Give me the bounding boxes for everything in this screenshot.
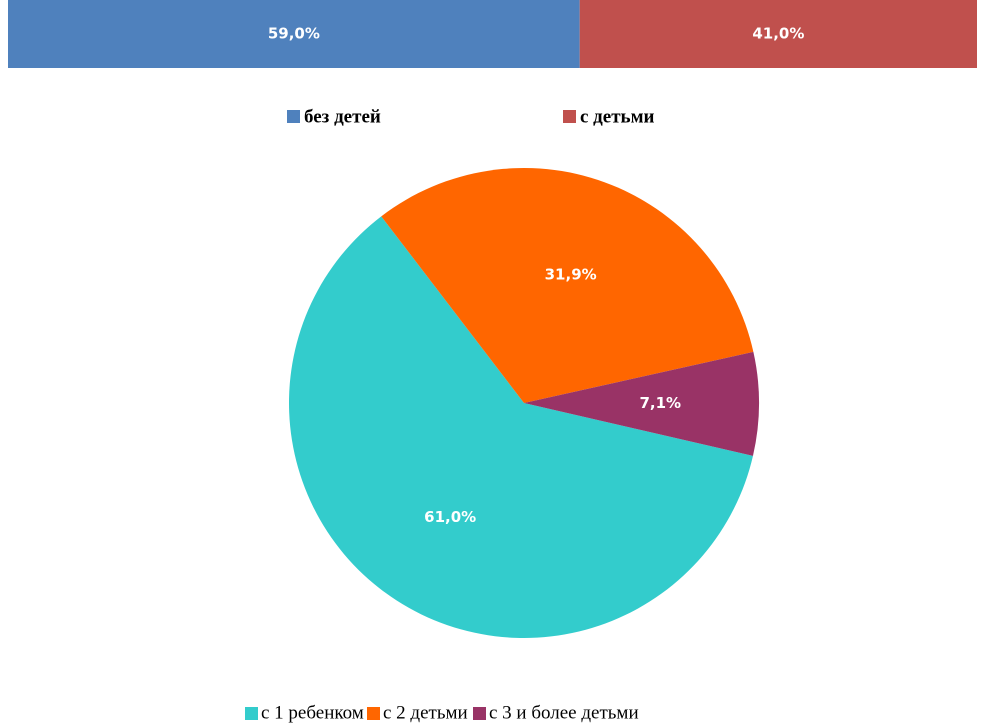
legend-label: с 1 ребенком xyxy=(261,702,364,723)
pie-slice xyxy=(524,351,759,456)
legend-swatch xyxy=(563,110,576,123)
pie-slice xyxy=(381,167,754,403)
bar-segment xyxy=(579,0,977,68)
legend-label: без детей xyxy=(304,106,381,127)
data-label: 41,0% xyxy=(752,25,804,43)
legend-swatch xyxy=(367,707,380,720)
data-label: 7,1% xyxy=(639,394,681,412)
data-label: 59,0% xyxy=(268,25,320,43)
data-label: 61,0% xyxy=(424,508,476,526)
legend-swatch xyxy=(245,707,258,720)
bar-segment xyxy=(8,0,580,68)
legend-label: с детьми xyxy=(580,106,655,127)
legend-label: с 2 детьми xyxy=(383,702,468,723)
legend-swatch xyxy=(287,110,300,123)
data-label: 31,9% xyxy=(545,265,597,283)
pie-slice xyxy=(289,216,753,638)
legend-swatch xyxy=(473,707,486,720)
legend-label: с 3 и более детьми xyxy=(489,702,639,723)
